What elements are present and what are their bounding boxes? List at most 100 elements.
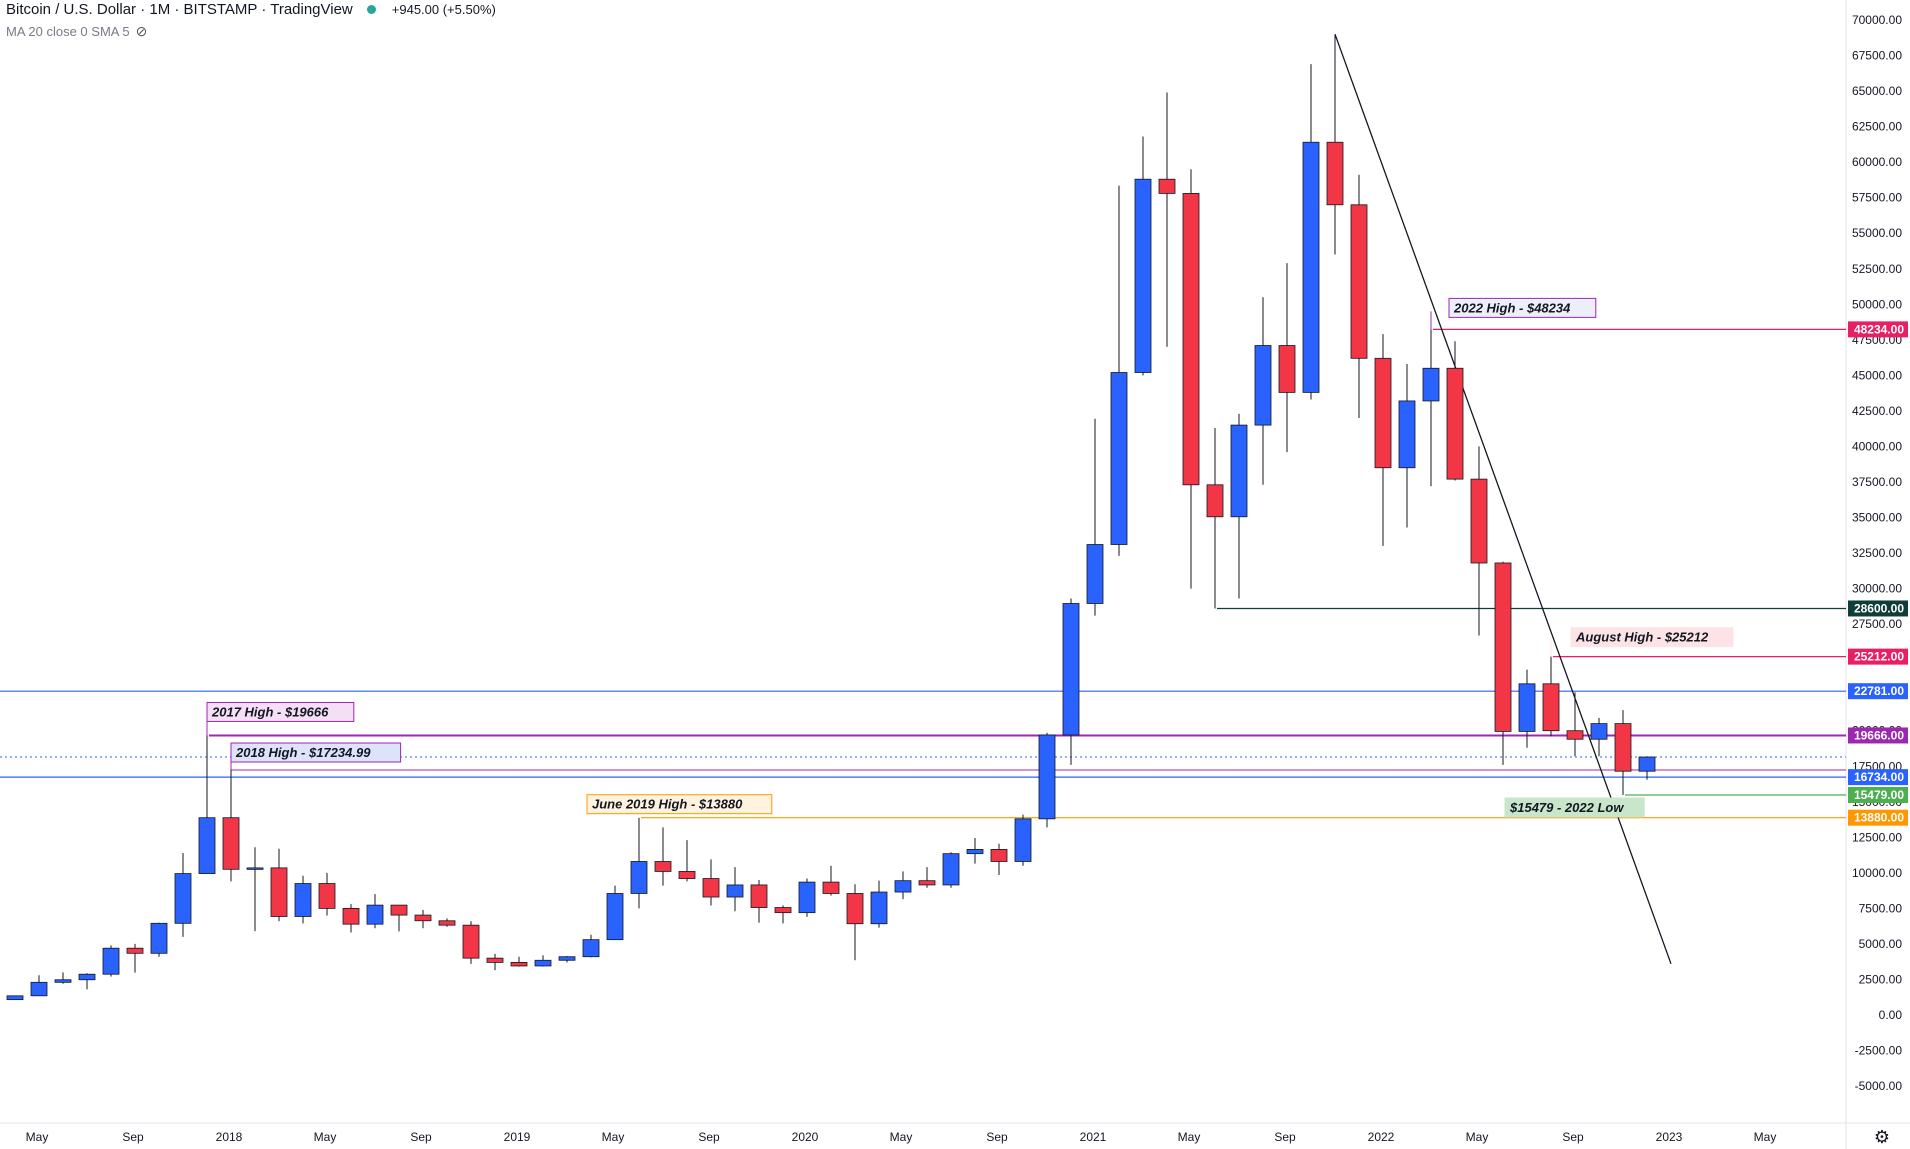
gear-icon[interactable]: ⚙ [1873, 1126, 1891, 1147]
candle-body [678, 871, 696, 879]
price-tag-1[interactable]: 28600.00 [1848, 600, 1908, 617]
candle-body [462, 924, 480, 959]
candle-body [846, 893, 864, 925]
candle-2017-10 [150, 922, 168, 957]
annotation-text: 2017 High - $19666 [211, 704, 329, 719]
price-tag-3[interactable]: 22781.00 [1848, 683, 1908, 700]
candle-body [1494, 562, 1512, 732]
price-tag-bg [1848, 600, 1908, 617]
candle-2018-06 [342, 904, 360, 933]
price-tag-6[interactable]: 15479.00 [1848, 786, 1908, 803]
candle-body [774, 907, 792, 914]
y-tick-label: 65000.00 [1852, 84, 1902, 98]
candle-2021-02 [1110, 185, 1128, 556]
x-tick-label: 2022 [1368, 1130, 1395, 1144]
x-tick-label: May [890, 1130, 913, 1144]
candle-2020-06 [918, 867, 936, 888]
price-tag-2[interactable]: 25212.00 [1848, 648, 1908, 665]
x-tick-label: May [26, 1130, 49, 1144]
price-tag-bg [1848, 769, 1908, 786]
x-tick-label: Sep [986, 1130, 1008, 1144]
price-tag-bg [1848, 727, 1908, 744]
price-tag-bg [1848, 683, 1908, 700]
x-tick-label: 2018 [216, 1130, 243, 1144]
candle-body [606, 893, 624, 941]
candle-2020-10 [1014, 814, 1032, 866]
y-tick-label: 60000.00 [1852, 155, 1902, 169]
y-tick-label: 70000.00 [1852, 13, 1902, 27]
annotation-label-3[interactable]: 2018 High - $17234.99 [230, 742, 402, 763]
candle-body [990, 849, 1008, 862]
x-tick-label: Sep [410, 1130, 432, 1144]
candle-body [1590, 723, 1608, 740]
candle-body [1182, 193, 1200, 486]
candle-body [630, 861, 648, 894]
candle-body [270, 867, 288, 917]
candle-body [822, 881, 840, 894]
candles [6, 34, 1656, 1001]
y-tick-label: 10000.00 [1852, 866, 1902, 880]
candle-2017-09 [126, 943, 144, 973]
x-tick-label: 2023 [1656, 1130, 1683, 1144]
x-tick-label: 2019 [504, 1130, 531, 1144]
candle-2018-11 [462, 921, 480, 964]
candle-body [750, 884, 768, 908]
candle-body [174, 873, 192, 924]
candle-2019-03 [558, 956, 576, 963]
annotation-label-5[interactable]: $15479 - 2022 Low [1504, 797, 1645, 818]
candle-body [486, 957, 504, 963]
candle-body [1638, 756, 1656, 772]
annotation-label-2[interactable]: 2017 High - $19666 [206, 701, 355, 722]
chart-legend: Bitcoin / U.S. Dollar · 1M · BITSTAMP · … [6, 0, 496, 18]
candle-2018-01 [222, 770, 240, 882]
candle-body [198, 817, 216, 874]
candle-2017-05 [30, 975, 48, 997]
price-tag-5[interactable]: 16734.00 [1848, 769, 1908, 786]
market-status-dot [366, 4, 376, 14]
price-tag-0[interactable]: 48234.00 [1848, 321, 1908, 338]
x-tick-label: Sep [122, 1130, 144, 1144]
price-tag-4[interactable]: 19666.00 [1848, 727, 1908, 744]
y-tick-label: 5000.00 [1859, 937, 1903, 951]
candle-body [654, 861, 672, 872]
candle-2022-12 [1638, 756, 1656, 780]
candle-2018-03 [270, 848, 288, 922]
candle-2021-11 [1326, 34, 1344, 255]
candle-body [1062, 603, 1080, 736]
price-tag-7[interactable]: 13880.00 [1848, 809, 1908, 826]
candle-body [78, 973, 96, 981]
y-tick-label: 50000.00 [1852, 297, 1902, 311]
candle-2017-11 [174, 852, 192, 937]
candle-2019-07 [654, 827, 672, 886]
candle-body [1422, 367, 1440, 402]
symbol-title[interactable]: Bitcoin / U.S. Dollar · 1M · BITSTAMP · … [6, 0, 353, 18]
y-tick-label: 12500.00 [1852, 830, 1902, 844]
price-tag-bg [1848, 321, 1908, 338]
candle-2020-02 [822, 865, 840, 896]
time-axis[interactable]: May Sep 2018 May Sep 2019 May Sep 2020 May Sep 2021… [26, 1130, 1777, 1144]
price-tags: 48234.00 28600.00 25212.00 22781.00 19666.00… [1848, 321, 1908, 826]
x-tick-label: May [1178, 1130, 1201, 1144]
annotation-label-4[interactable]: June 2019 High - $13880 [586, 794, 773, 815]
candle-2019-04 [582, 934, 600, 958]
annotation-label-1[interactable]: August High - $25212 [1570, 627, 1734, 648]
candle-2020-11 [1038, 732, 1056, 828]
indicator-legend[interactable]: MA 20 close 0 SMA 5 ⊘ [6, 22, 147, 40]
x-tick-label: Sep [698, 1130, 720, 1144]
candle-2020-05 [894, 871, 912, 900]
candle-2018-08 [390, 904, 408, 932]
candle-2017-12 [198, 735, 216, 874]
candle-2019-10 [726, 867, 744, 912]
annotation-text: June 2019 High - $13880 [592, 797, 743, 812]
annotation-label-0[interactable]: 2022 High - $48234 [1448, 297, 1597, 318]
candle-2021-01 [1086, 418, 1104, 616]
candle-2022-09 [1566, 692, 1584, 757]
candle-body [1350, 204, 1368, 359]
candle-body [294, 883, 312, 917]
y-tick-label: 35000.00 [1852, 511, 1902, 525]
eye-off-icon[interactable]: ⊘ [135, 22, 148, 39]
candle-body [126, 947, 144, 954]
candle-2018-05 [318, 872, 336, 916]
